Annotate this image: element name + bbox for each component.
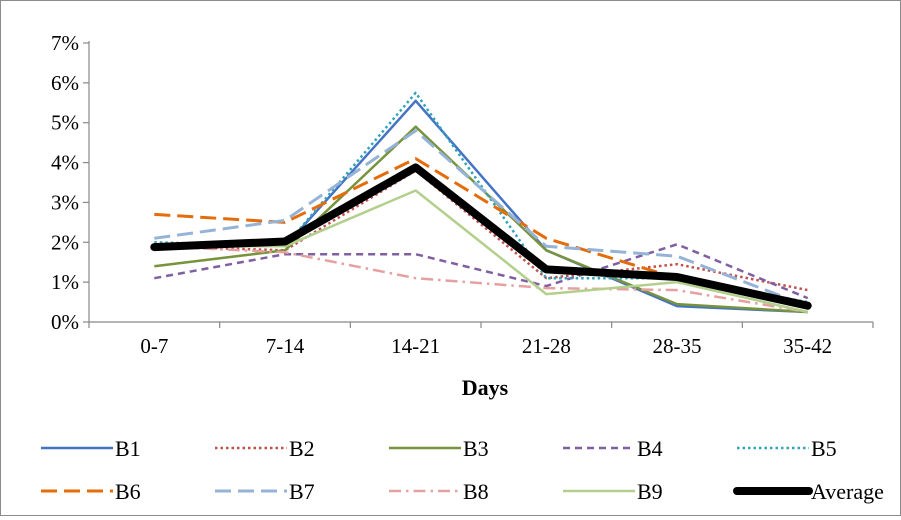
x-tick-label: 28-35 bbox=[653, 334, 702, 358]
x-tick-label: 0-7 bbox=[140, 334, 168, 358]
y-tick-label: 1% bbox=[51, 270, 79, 294]
series-line-b4 bbox=[154, 243, 809, 300]
y-tick-label: 2% bbox=[51, 230, 79, 254]
series-line-b8 bbox=[154, 245, 808, 314]
x-tick-label: 21-28 bbox=[522, 334, 571, 358]
x-tick-label: 7-14 bbox=[266, 334, 305, 358]
series-line-b2 bbox=[154, 169, 808, 292]
legend-label-b6: B6 bbox=[115, 479, 141, 504]
legend-label-b8: B8 bbox=[463, 479, 489, 504]
series-line-average bbox=[150, 163, 812, 310]
legend-label-b3: B3 bbox=[463, 436, 489, 461]
x-axis-ticks: 0-7 7-14 14-21 21-28 28-35 35-42 bbox=[88, 322, 874, 358]
y-tick-label: 3% bbox=[51, 190, 79, 214]
legend-label-b7: B7 bbox=[289, 479, 315, 504]
x-tick-label: 35-42 bbox=[783, 334, 832, 358]
y-axis-ticks: 0% 1% 2% 3% 4% 5% 6% 7% bbox=[51, 31, 89, 334]
legend-label-b1: B1 bbox=[115, 436, 141, 461]
y-tick-label: 5% bbox=[51, 111, 79, 135]
legend-label-b2: B2 bbox=[289, 436, 315, 461]
legend-label-b9: B9 bbox=[637, 479, 663, 504]
series-lines bbox=[150, 91, 812, 314]
legend-label-b5: B5 bbox=[811, 436, 837, 461]
legend: B1 B2 B3 B4 B5 B6 B7 B8 B9 Average bbox=[41, 436, 884, 504]
y-tick-label: 0% bbox=[51, 310, 79, 334]
chart-axes bbox=[88, 41, 873, 323]
y-tick-label: 6% bbox=[51, 71, 79, 95]
y-tick-label: 7% bbox=[51, 31, 79, 55]
legend-label-b4: B4 bbox=[637, 436, 663, 461]
x-tick-label: 14-21 bbox=[391, 334, 440, 358]
series-line-b7 bbox=[154, 129, 809, 308]
y-tick-label: 4% bbox=[51, 151, 79, 175]
x-axis-title: Days bbox=[462, 375, 509, 400]
legend-label-average: Average bbox=[811, 479, 884, 504]
